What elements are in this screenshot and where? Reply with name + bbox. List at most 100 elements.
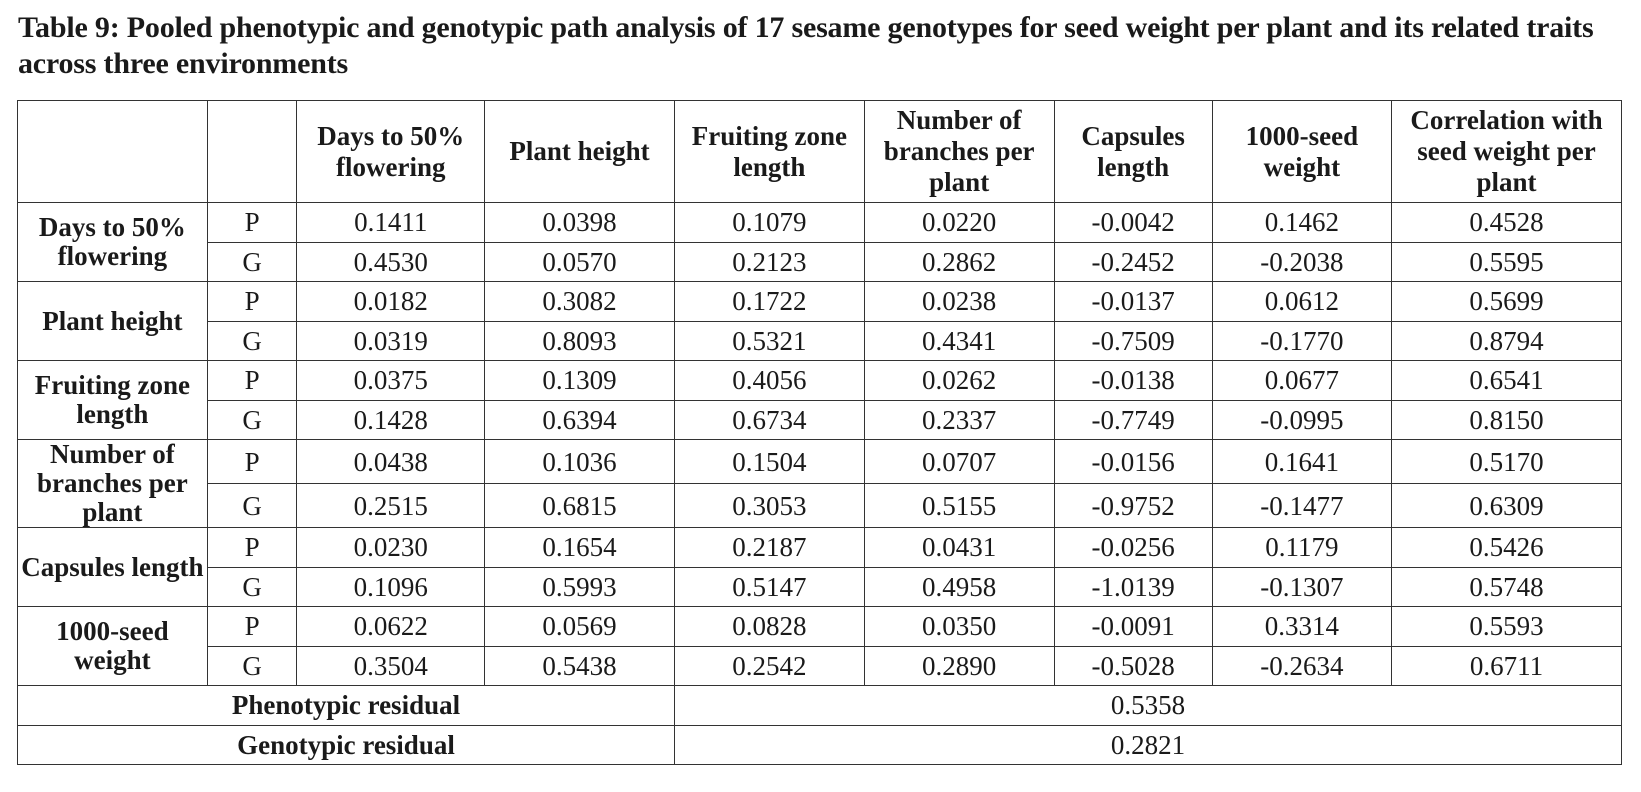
residual-row: Phenotypic residual 0.5358 bbox=[17, 685, 1623, 726]
header-correlation: Correlation with seed weight per plant bbox=[1391, 100, 1622, 203]
table-cell: 0.1654 bbox=[484, 527, 675, 568]
header-row: Days to 50% flowering Plant height Fruit… bbox=[17, 100, 1622, 203]
table-row: G 0.1428 0.6394 0.6734 0.2337 -0.7749 -0.0995 0… bbox=[18, 399, 1622, 440]
table-cell: 0.6815 bbox=[484, 483, 675, 528]
row-trait-label: Capsules length bbox=[17, 527, 208, 607]
table-caption: Table 9: Pooled phenotypic and genotypic… bbox=[18, 11, 1594, 80]
table-cell: 0.1462 bbox=[1211, 202, 1393, 243]
table-cell: 0.2187 bbox=[673, 527, 865, 568]
table-cell: 0.6394 bbox=[484, 399, 675, 440]
table-cell: 0.5595 bbox=[1391, 241, 1622, 282]
table-cell: 0.2337 bbox=[863, 399, 1055, 440]
table-cell: 0.0350 bbox=[863, 606, 1055, 647]
table-cell: 0.2515 bbox=[296, 483, 486, 528]
table-row: G 0.1096 0.5993 0.5147 0.4958 -1.0139 -0.1307 0… bbox=[18, 566, 1622, 607]
table-cell: 0.4528 bbox=[1391, 202, 1622, 243]
table-cell: 0.3053 bbox=[673, 483, 865, 528]
header-plant-height: Plant height bbox=[484, 100, 675, 203]
table-cell: -0.0042 bbox=[1053, 202, 1213, 243]
row-type-label: G bbox=[206, 645, 298, 686]
table-cell: 0.5748 bbox=[1391, 566, 1622, 607]
table-cell: -0.5028 bbox=[1053, 645, 1213, 686]
table-cell: 0.5170 bbox=[1391, 439, 1622, 484]
table-cell: 0.1411 bbox=[296, 202, 486, 243]
table-row: G 0.2515 0.6815 0.3053 0.5155 -0.9752 -0.1477 0… bbox=[18, 483, 1622, 528]
table-cell: -1.0139 bbox=[1053, 566, 1213, 607]
table-cell: 0.3314 bbox=[1211, 606, 1393, 647]
table-cell: 0.5438 bbox=[484, 645, 675, 686]
table-cell: 0.0438 bbox=[296, 439, 486, 484]
header-days-to-flowering: Days to 50% flowering bbox=[296, 100, 486, 203]
table-row: G 0.3504 0.5438 0.2542 0.2890 -0.5028 -0.2634 0… bbox=[18, 645, 1622, 686]
table-cell: -0.2038 bbox=[1211, 241, 1393, 282]
table-cell: -0.0995 bbox=[1211, 399, 1393, 440]
row-type-label: P bbox=[206, 281, 298, 322]
table-row: G 0.4530 0.0570 0.2123 0.2862 -0.2452 -0.2038 0… bbox=[18, 241, 1622, 282]
table-cell: 0.8150 bbox=[1391, 399, 1622, 440]
table-cell: -0.0137 bbox=[1053, 281, 1213, 322]
row-type-label: P bbox=[206, 360, 298, 401]
table-cell: 0.8794 bbox=[1391, 320, 1622, 361]
row-trait-label: 1000-seed weight bbox=[17, 606, 208, 686]
table-cell: 0.1096 bbox=[296, 566, 486, 607]
row-trait-label: Days to 50% flowering bbox=[17, 202, 208, 282]
table-cell: 0.1722 bbox=[673, 281, 865, 322]
table-cell: 0.0612 bbox=[1211, 281, 1393, 322]
table-cell: 0.0238 bbox=[863, 281, 1055, 322]
table-cell: -0.1477 bbox=[1211, 483, 1393, 528]
table-cell: 0.0262 bbox=[863, 360, 1055, 401]
row-type-label: G bbox=[206, 241, 298, 282]
row-type-label: P bbox=[206, 606, 298, 647]
table-cell: -0.2452 bbox=[1053, 241, 1213, 282]
table-cell: 0.1179 bbox=[1211, 527, 1393, 568]
table-cell: -0.0256 bbox=[1053, 527, 1213, 568]
table-cell: 0.0569 bbox=[484, 606, 675, 647]
row-type-label: P bbox=[206, 439, 298, 484]
table-cell: 0.1079 bbox=[673, 202, 865, 243]
table-cell: -0.1770 bbox=[1211, 320, 1393, 361]
residual-value: 0.5358 bbox=[673, 685, 1623, 726]
path-analysis-table: Days to 50% flowering Plant height Fruit… bbox=[17, 100, 1623, 765]
row-trait-label: Number of branches per plant bbox=[17, 439, 208, 528]
table-cell: 0.6734 bbox=[673, 399, 865, 440]
table-cell: 0.2890 bbox=[863, 645, 1055, 686]
row-type-label: G bbox=[206, 399, 298, 440]
table-cell: 0.0375 bbox=[296, 360, 486, 401]
table-cell: 0.6541 bbox=[1391, 360, 1622, 401]
header-1000-seed-weight: 1000-seed weight bbox=[1211, 100, 1393, 203]
table-row: 1000-seed weight P 0.0622 0.0569 0.0828 0.035… bbox=[17, 606, 1622, 686]
table-cell: 0.5993 bbox=[484, 566, 675, 607]
table-cell: 0.0707 bbox=[863, 439, 1055, 484]
table-cell: 0.6309 bbox=[1391, 483, 1622, 528]
table-row: Fruiting zone length P 0.0375 0.1309 0.4056 0… bbox=[17, 360, 1622, 440]
table-cell: -0.9752 bbox=[1053, 483, 1213, 528]
table-cell: 0.4530 bbox=[296, 241, 486, 282]
table-cell: 0.4958 bbox=[863, 566, 1055, 607]
table-cell: 0.0828 bbox=[673, 606, 865, 647]
header-blank-trait bbox=[17, 100, 208, 203]
table-cell: -0.0156 bbox=[1053, 439, 1213, 484]
table-cell: 0.0182 bbox=[296, 281, 486, 322]
table-cell: 0.1641 bbox=[1211, 439, 1393, 484]
table-cell: 0.6711 bbox=[1391, 645, 1622, 686]
residual-label: Genotypic residual bbox=[17, 724, 675, 765]
table-cell: 0.0431 bbox=[863, 527, 1055, 568]
row-type-label: P bbox=[206, 527, 298, 568]
row-type-label: G bbox=[206, 483, 298, 528]
table-cell: 0.5147 bbox=[673, 566, 865, 607]
header-capsules-length: Capsules length bbox=[1053, 100, 1213, 203]
residual-label: Phenotypic residual bbox=[17, 685, 675, 726]
table-cell: 0.0398 bbox=[484, 202, 675, 243]
table-cell: 0.4056 bbox=[673, 360, 865, 401]
table-cell: -0.7749 bbox=[1053, 399, 1213, 440]
table-cell: -0.2634 bbox=[1211, 645, 1393, 686]
table-cell: 0.1309 bbox=[484, 360, 675, 401]
row-type-label: G bbox=[206, 320, 298, 361]
row-trait-label: Plant height bbox=[17, 281, 208, 361]
table-cell: 0.1428 bbox=[296, 399, 486, 440]
table-row: G 0.0319 0.8093 0.5321 0.4341 -0.7509 -0.1770 0… bbox=[18, 320, 1622, 361]
table-row: Number of branches per plant P 0.0438 0.103… bbox=[17, 439, 1622, 528]
table-cell: 0.0319 bbox=[296, 320, 486, 361]
table-cell: 0.0677 bbox=[1211, 360, 1393, 401]
table-cell: 0.4341 bbox=[863, 320, 1055, 361]
